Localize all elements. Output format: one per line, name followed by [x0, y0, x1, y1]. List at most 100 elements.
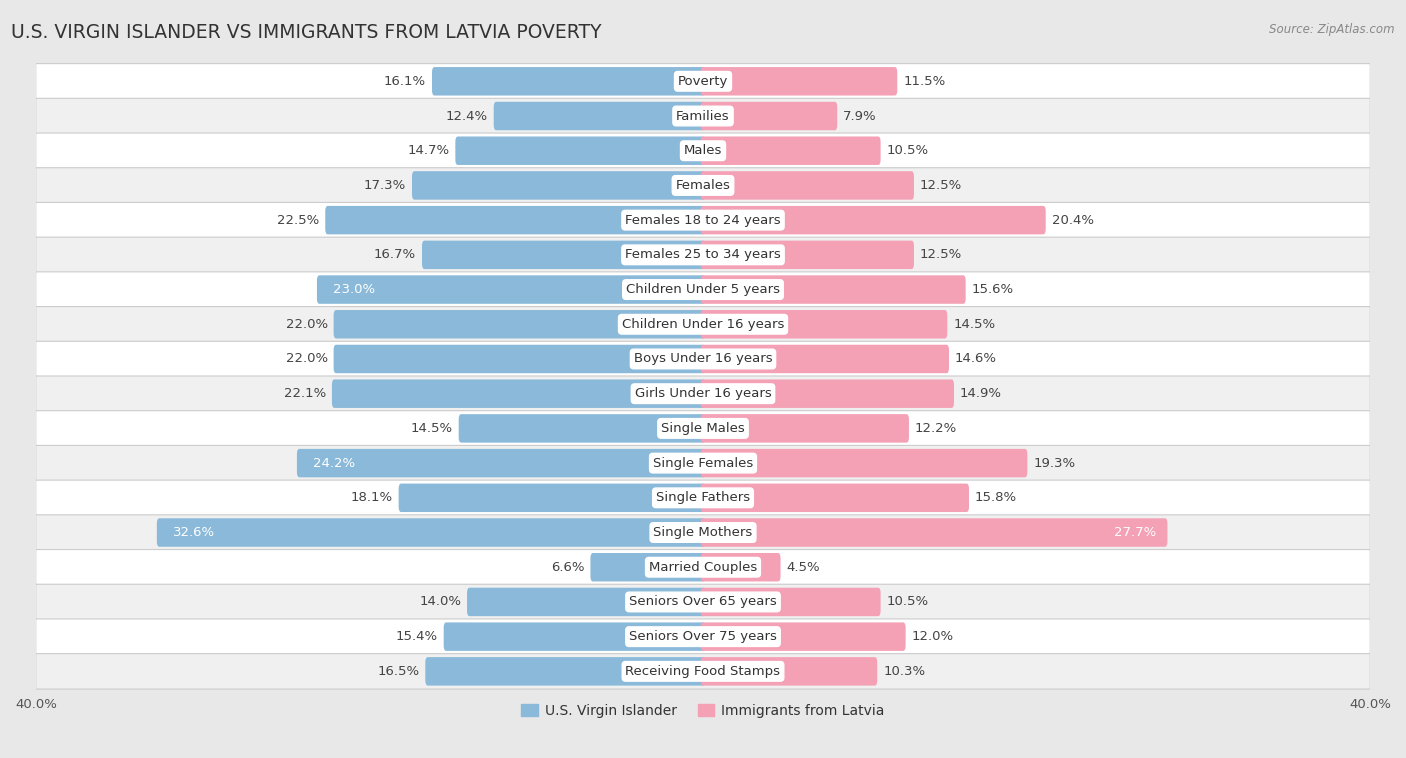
- FancyBboxPatch shape: [700, 380, 955, 408]
- Text: Single Mothers: Single Mothers: [654, 526, 752, 539]
- FancyBboxPatch shape: [333, 310, 706, 339]
- Text: 10.5%: 10.5%: [886, 144, 928, 157]
- Text: 12.2%: 12.2%: [915, 422, 957, 435]
- Text: Single Fathers: Single Fathers: [657, 491, 749, 504]
- FancyBboxPatch shape: [700, 587, 880, 616]
- Text: Single Males: Single Males: [661, 422, 745, 435]
- Text: 10.3%: 10.3%: [883, 665, 925, 678]
- FancyBboxPatch shape: [35, 376, 1371, 412]
- FancyBboxPatch shape: [426, 657, 706, 685]
- Text: 12.5%: 12.5%: [920, 249, 962, 262]
- FancyBboxPatch shape: [444, 622, 706, 651]
- FancyBboxPatch shape: [700, 484, 969, 512]
- FancyBboxPatch shape: [35, 584, 1371, 619]
- FancyBboxPatch shape: [700, 240, 914, 269]
- FancyBboxPatch shape: [325, 206, 706, 234]
- FancyBboxPatch shape: [700, 310, 948, 339]
- FancyBboxPatch shape: [700, 206, 1046, 234]
- FancyBboxPatch shape: [333, 345, 706, 373]
- Text: 22.1%: 22.1%: [284, 387, 326, 400]
- FancyBboxPatch shape: [456, 136, 706, 165]
- Text: 23.0%: 23.0%: [333, 283, 375, 296]
- Text: 14.6%: 14.6%: [955, 352, 997, 365]
- FancyBboxPatch shape: [35, 64, 1371, 99]
- FancyBboxPatch shape: [700, 553, 780, 581]
- Text: 15.6%: 15.6%: [972, 283, 1014, 296]
- FancyBboxPatch shape: [35, 480, 1371, 515]
- FancyBboxPatch shape: [700, 345, 949, 373]
- Text: 22.0%: 22.0%: [285, 318, 328, 330]
- Text: Males: Males: [683, 144, 723, 157]
- FancyBboxPatch shape: [35, 133, 1371, 168]
- Text: 16.1%: 16.1%: [384, 75, 426, 88]
- FancyBboxPatch shape: [35, 619, 1371, 654]
- Text: 14.5%: 14.5%: [411, 422, 453, 435]
- FancyBboxPatch shape: [494, 102, 706, 130]
- FancyBboxPatch shape: [700, 414, 908, 443]
- FancyBboxPatch shape: [467, 587, 706, 616]
- Text: 19.3%: 19.3%: [1033, 456, 1076, 470]
- Text: 24.2%: 24.2%: [312, 456, 354, 470]
- Text: 6.6%: 6.6%: [551, 561, 585, 574]
- FancyBboxPatch shape: [399, 484, 706, 512]
- FancyBboxPatch shape: [591, 553, 706, 581]
- FancyBboxPatch shape: [35, 99, 1371, 133]
- FancyBboxPatch shape: [35, 272, 1371, 307]
- Text: 14.9%: 14.9%: [960, 387, 1002, 400]
- Text: 12.5%: 12.5%: [920, 179, 962, 192]
- Legend: U.S. Virgin Islander, Immigrants from Latvia: U.S. Virgin Islander, Immigrants from La…: [516, 698, 890, 723]
- FancyBboxPatch shape: [157, 518, 706, 547]
- Text: Seniors Over 65 years: Seniors Over 65 years: [628, 596, 778, 609]
- Text: Single Females: Single Females: [652, 456, 754, 470]
- FancyBboxPatch shape: [35, 515, 1371, 550]
- FancyBboxPatch shape: [700, 449, 1028, 478]
- Text: 32.6%: 32.6%: [173, 526, 215, 539]
- Text: U.S. VIRGIN ISLANDER VS IMMIGRANTS FROM LATVIA POVERTY: U.S. VIRGIN ISLANDER VS IMMIGRANTS FROM …: [11, 23, 602, 42]
- Text: Seniors Over 75 years: Seniors Over 75 years: [628, 630, 778, 643]
- Text: 18.1%: 18.1%: [350, 491, 392, 504]
- FancyBboxPatch shape: [297, 449, 706, 478]
- FancyBboxPatch shape: [700, 67, 897, 96]
- FancyBboxPatch shape: [700, 102, 837, 130]
- FancyBboxPatch shape: [700, 171, 914, 199]
- Text: 22.5%: 22.5%: [277, 214, 319, 227]
- FancyBboxPatch shape: [412, 171, 706, 199]
- FancyBboxPatch shape: [35, 550, 1371, 585]
- Text: Source: ZipAtlas.com: Source: ZipAtlas.com: [1270, 23, 1395, 36]
- Text: 27.7%: 27.7%: [1115, 526, 1157, 539]
- FancyBboxPatch shape: [332, 380, 706, 408]
- Text: Children Under 16 years: Children Under 16 years: [621, 318, 785, 330]
- FancyBboxPatch shape: [35, 341, 1371, 377]
- Text: 22.0%: 22.0%: [285, 352, 328, 365]
- Text: Females: Females: [675, 179, 731, 192]
- Text: Poverty: Poverty: [678, 75, 728, 88]
- Text: 16.5%: 16.5%: [377, 665, 419, 678]
- Text: 14.0%: 14.0%: [419, 596, 461, 609]
- Text: 10.5%: 10.5%: [886, 596, 928, 609]
- FancyBboxPatch shape: [35, 202, 1371, 238]
- FancyBboxPatch shape: [700, 622, 905, 651]
- FancyBboxPatch shape: [458, 414, 706, 443]
- Text: 12.0%: 12.0%: [911, 630, 953, 643]
- Text: 16.7%: 16.7%: [374, 249, 416, 262]
- Text: Girls Under 16 years: Girls Under 16 years: [634, 387, 772, 400]
- FancyBboxPatch shape: [700, 136, 880, 165]
- FancyBboxPatch shape: [422, 240, 706, 269]
- Text: 11.5%: 11.5%: [903, 75, 945, 88]
- FancyBboxPatch shape: [700, 518, 1167, 547]
- Text: 20.4%: 20.4%: [1052, 214, 1094, 227]
- Text: 15.4%: 15.4%: [395, 630, 437, 643]
- Text: 17.3%: 17.3%: [364, 179, 406, 192]
- Text: 4.5%: 4.5%: [786, 561, 820, 574]
- Text: 14.7%: 14.7%: [408, 144, 450, 157]
- Text: Boys Under 16 years: Boys Under 16 years: [634, 352, 772, 365]
- FancyBboxPatch shape: [35, 168, 1371, 203]
- Text: Children Under 5 years: Children Under 5 years: [626, 283, 780, 296]
- FancyBboxPatch shape: [35, 411, 1371, 446]
- FancyBboxPatch shape: [35, 446, 1371, 481]
- FancyBboxPatch shape: [700, 275, 966, 304]
- FancyBboxPatch shape: [700, 657, 877, 685]
- Text: Receiving Food Stamps: Receiving Food Stamps: [626, 665, 780, 678]
- Text: 14.5%: 14.5%: [953, 318, 995, 330]
- FancyBboxPatch shape: [35, 653, 1371, 689]
